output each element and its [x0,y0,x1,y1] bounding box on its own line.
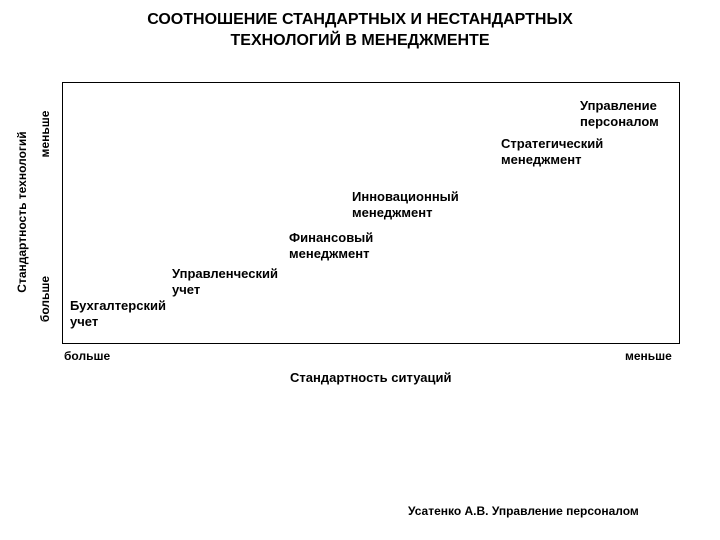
y-tick-bottom: больше [38,249,52,349]
chart-node-line: Инновационный [352,189,459,205]
chart-node-line: Бухгалтерский [70,298,166,314]
chart-node-line: Стратегический [501,136,603,152]
chart-node-line: менеджмент [289,246,373,262]
chart-node-line: менеджмент [352,205,459,221]
y-tick-top: меньше [38,84,52,184]
x-axis-title: Стандартность ситуаций [290,370,451,385]
chart-node: Управленческийучет [172,266,278,297]
chart-node: Управлениеперсоналом [580,98,659,129]
chart-node: Стратегическийменеджмент [501,136,603,167]
chart-node-line: менеджмент [501,152,603,168]
title-line1: СООТНОШЕНИЕ СТАНДАРТНЫХ И НЕСТАНДАРТНЫХ [147,11,573,28]
chart-node-line: Управленческий [172,266,278,282]
chart-node: Финансовыйменеджмент [289,230,373,261]
chart-node-line: Финансовый [289,230,373,246]
chart-node: Бухгалтерскийучет [70,298,166,329]
chart-node-line: учет [70,314,166,330]
chart-node-line: персоналом [580,114,659,130]
chart-node: Инновационныйменеджмент [352,189,459,220]
x-tick-right: меньше [625,349,672,363]
chart-node-line: учет [172,282,278,298]
x-tick-left: больше [64,349,110,363]
y-axis-title: Стандартность технологий [15,112,29,312]
attribution: Усатенко А.В. Управление персоналом [408,504,639,518]
page-title: СООТНОШЕНИЕ СТАНДАРТНЫХ И НЕСТАНДАРТНЫХ … [0,10,720,52]
chart-node-line: Управление [580,98,659,114]
title-line2: ТЕХНОЛОГИЙ В МЕНЕДЖМЕНТЕ [231,32,490,49]
